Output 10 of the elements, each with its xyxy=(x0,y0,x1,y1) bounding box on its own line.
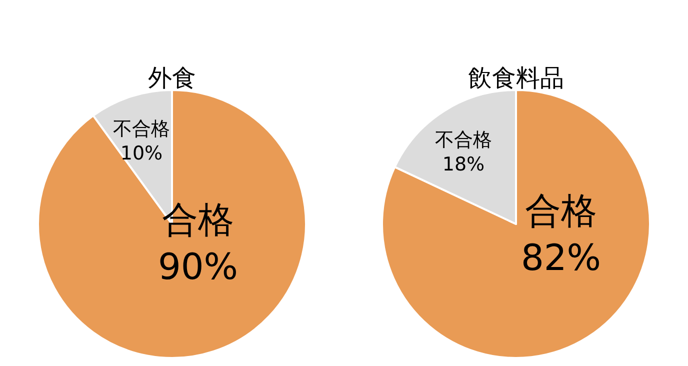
data-label: 18% xyxy=(442,154,485,176)
slice-label: 合格 xyxy=(162,200,234,241)
data-label: 82% xyxy=(521,238,602,279)
data-label: 90% xyxy=(158,246,238,288)
chart-title: 外食 xyxy=(148,64,196,92)
slice-label: 合格 xyxy=(525,191,598,232)
slice-label: 不合格 xyxy=(113,118,170,140)
data-label: 10% xyxy=(120,142,163,165)
slice-label: 不合格 xyxy=(435,129,492,151)
chart-title: 飲食料品 xyxy=(468,64,564,92)
